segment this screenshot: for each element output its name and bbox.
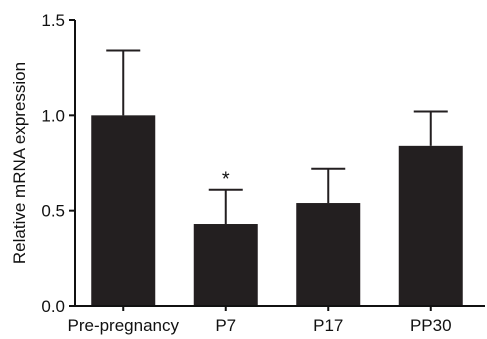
y-tick-label: 1.5 [41, 11, 65, 30]
y-ticks-layer: 0.0 0.5 1.0 1.5 [41, 11, 75, 316]
x-categories-layer: Pre-pregnancy P7 P17 PP30 [67, 306, 452, 335]
bars-layer [91, 115, 463, 306]
bar [296, 203, 361, 306]
x-category-label: PP30 [410, 316, 452, 335]
y-tick-label: 0.5 [41, 202, 65, 221]
error-bars-layer [106, 49, 448, 225]
x-category-label: P7 [215, 316, 236, 335]
x-category-label: P17 [313, 316, 343, 335]
y-tick-label: 1.0 [41, 106, 65, 125]
y-tick-label: 0.0 [41, 297, 65, 316]
bar [91, 115, 156, 306]
bar [398, 145, 463, 306]
bar [193, 224, 258, 306]
axes-layer [74, 20, 485, 307]
x-category-label: Pre-pregnancy [67, 316, 179, 335]
y-axis-title: Relative mRNA expression [10, 62, 29, 264]
significance-marker: * [222, 169, 230, 191]
annotations-layer: * [222, 169, 230, 191]
